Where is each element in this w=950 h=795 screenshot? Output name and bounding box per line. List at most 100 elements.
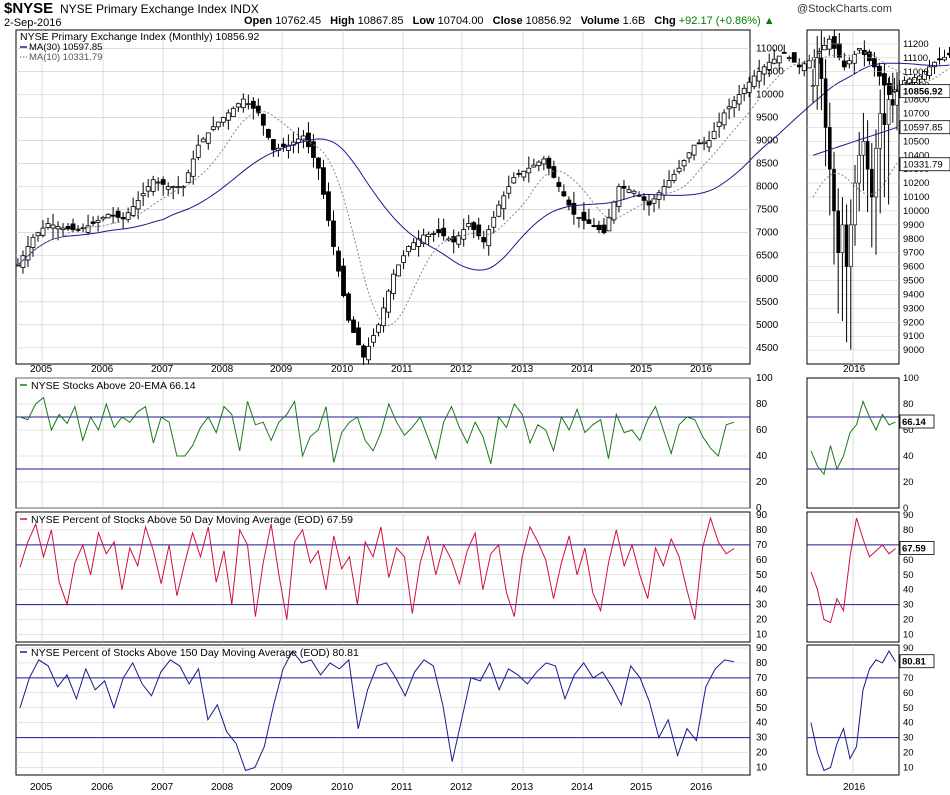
x-tick-label: 2013 bbox=[511, 782, 534, 793]
zoom-price-y-tick-label: 9600 bbox=[903, 262, 924, 273]
price-candle bbox=[841, 60, 847, 68]
price-candle bbox=[591, 225, 597, 227]
price-candle bbox=[887, 82, 892, 95]
zoom-ema20-y-tick-label: 80 bbox=[903, 399, 914, 410]
price-candle bbox=[621, 185, 627, 189]
price-candle bbox=[776, 55, 782, 64]
price-candle bbox=[937, 58, 942, 61]
open-value: 10762.45 bbox=[275, 15, 322, 27]
price-candle bbox=[235, 103, 241, 108]
price-candle bbox=[731, 100, 737, 109]
price-candle bbox=[220, 117, 226, 123]
price-y-tick-label: 4500 bbox=[756, 343, 779, 354]
zoom-price-y-tick-label: 11200 bbox=[903, 39, 929, 50]
ma30-line bbox=[17, 62, 950, 271]
price-candle bbox=[531, 164, 537, 168]
price-candle bbox=[316, 157, 321, 169]
price-y-tick-label: 8500 bbox=[756, 159, 779, 170]
price-candle bbox=[932, 61, 937, 68]
zoom-price-y-tick-label: 10200 bbox=[903, 178, 929, 189]
pct150-panel-frame bbox=[15, 644, 751, 776]
price-candle bbox=[255, 105, 261, 114]
price-candle bbox=[326, 191, 331, 221]
price-candle bbox=[426, 233, 432, 237]
zoom-candle bbox=[836, 210, 841, 253]
price-candle bbox=[215, 121, 221, 128]
price-candle bbox=[616, 186, 622, 207]
price-x-tick-label: 2006 bbox=[91, 364, 114, 375]
price-candle bbox=[871, 58, 877, 68]
pct50-panel-title: NYSE Percent of Stocks Above 50 Day Movi… bbox=[31, 514, 353, 526]
high-label: High bbox=[330, 15, 355, 27]
zoom-price-y-tick-label: 10400 bbox=[903, 150, 929, 161]
price-candle bbox=[371, 335, 376, 343]
pct150-panel-title: NYSE Percent of Stocks Above 150 Day Mov… bbox=[31, 647, 359, 659]
zoom-ema20-value-label: 66.14 bbox=[902, 417, 926, 428]
price-candle bbox=[882, 73, 887, 86]
price-y-tick-label: 9500 bbox=[756, 113, 779, 124]
price-candle bbox=[90, 221, 96, 224]
price-candle bbox=[576, 216, 582, 219]
price-x-tick-label: 2009 bbox=[270, 364, 293, 375]
price-candle bbox=[185, 172, 191, 184]
zoom-candle bbox=[827, 127, 832, 170]
zoom-candle bbox=[848, 224, 853, 267]
zoom-value-label: 10597.85 bbox=[903, 123, 943, 134]
price-candle bbox=[270, 139, 276, 151]
price-y-tick-label: 10500 bbox=[756, 66, 784, 77]
price-candle bbox=[801, 63, 807, 72]
zoom-price-y-tick-label: 9700 bbox=[903, 248, 924, 259]
price-y-tick-label: 11000 bbox=[756, 43, 784, 54]
ohlc-summary: Open 10762.45 High 10867.85 Low 10704.00… bbox=[238, 15, 775, 27]
price-candle bbox=[716, 121, 722, 128]
ma10-line bbox=[17, 52, 950, 327]
low-value: 10704.00 bbox=[437, 15, 484, 27]
price-candle bbox=[210, 126, 216, 130]
price-candle bbox=[265, 129, 271, 138]
zoom-pct150-y-tick-label: 20 bbox=[903, 748, 914, 759]
zoom-pct150-value-tag bbox=[899, 654, 935, 669]
price-candle bbox=[205, 132, 211, 144]
pct150-y-tick-label: 90 bbox=[756, 643, 768, 654]
pct150-y-tick-label: 50 bbox=[756, 703, 768, 714]
x-tick-label: 2015 bbox=[630, 782, 653, 793]
price-x-tick-label: 2008 bbox=[211, 364, 234, 375]
zoom-candle bbox=[865, 141, 870, 170]
price-candle bbox=[346, 293, 351, 321]
zoom-price-y-tick-label: 10000 bbox=[903, 206, 929, 217]
pct50-y-tick-label: 60 bbox=[756, 555, 768, 566]
price-candle bbox=[165, 186, 171, 190]
price-candle bbox=[601, 224, 607, 234]
price-candle bbox=[917, 75, 922, 80]
volume-label: Volume bbox=[580, 15, 620, 27]
pct150-line bbox=[19, 650, 735, 772]
price-candle bbox=[571, 202, 577, 215]
price-x-tick-label: 2007 bbox=[151, 364, 174, 375]
price-candle bbox=[25, 246, 31, 261]
price-candle bbox=[866, 51, 872, 62]
zoom-pct150-y-tick-label: 10 bbox=[903, 763, 914, 774]
pct50-y-tick-label: 30 bbox=[756, 600, 768, 611]
price-x-tick-label: 2013 bbox=[511, 364, 534, 375]
volume-value: 1.6B bbox=[622, 15, 646, 27]
zoom-price-y-tick-label: 11000 bbox=[903, 67, 929, 78]
price-candle bbox=[105, 213, 111, 219]
zoom-price-y-tick-label: 9000 bbox=[903, 345, 924, 356]
x-tick-label: 2006 bbox=[91, 782, 114, 793]
price-candle bbox=[846, 60, 852, 65]
zoom-pct150-y-tick-label: 40 bbox=[903, 718, 914, 729]
price-candle bbox=[701, 141, 707, 145]
zoom-price-y-tick-label: 9800 bbox=[903, 234, 924, 245]
pct150-y-tick-label: 20 bbox=[756, 748, 768, 759]
price-candle bbox=[175, 186, 181, 189]
price-y-tick-label: 5500 bbox=[756, 297, 779, 308]
price-candle bbox=[676, 167, 682, 172]
price-candle bbox=[45, 223, 51, 228]
price-candle bbox=[556, 182, 562, 188]
price-candle bbox=[286, 144, 291, 151]
pct150-y-tick-label: 80 bbox=[756, 658, 768, 669]
zoom-price-y-tick-label: 9300 bbox=[903, 303, 924, 314]
price-candle bbox=[260, 113, 266, 126]
x-tick-label: 2005 bbox=[30, 782, 53, 793]
pct50-y-tick-label: 40 bbox=[756, 585, 768, 596]
